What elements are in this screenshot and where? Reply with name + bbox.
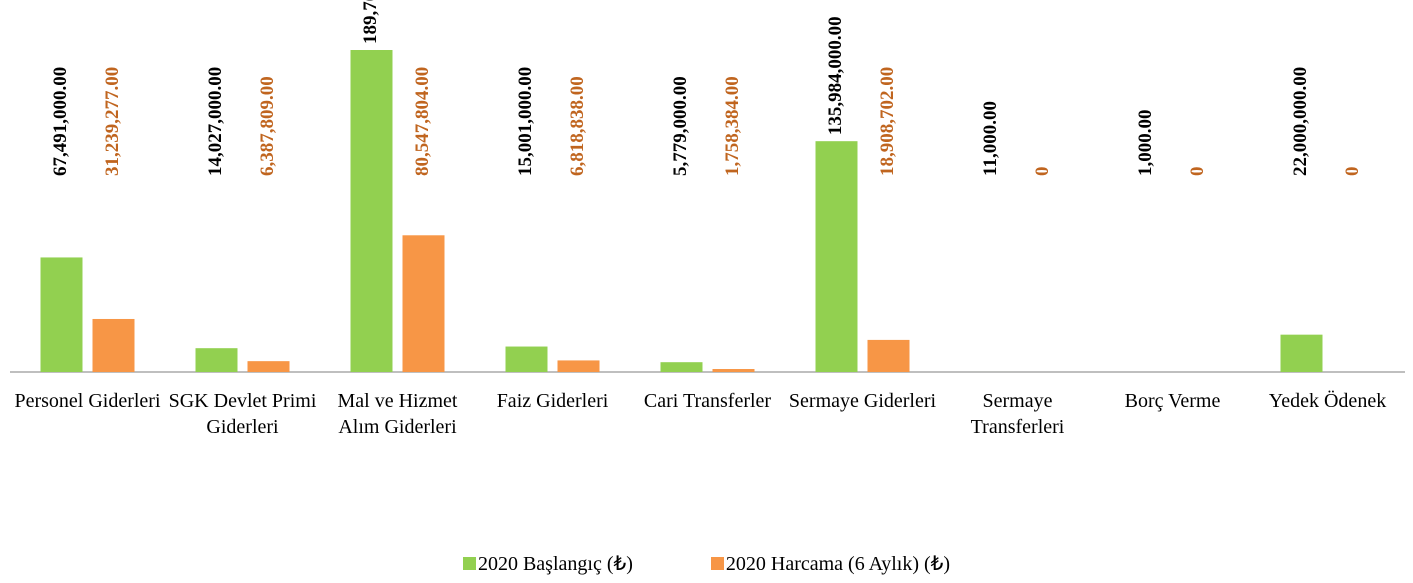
bar bbox=[712, 369, 755, 372]
data-label: 80,547,804.00 bbox=[412, 67, 433, 176]
legend-item: 2020 Başlangıç (₺) bbox=[462, 551, 633, 576]
data-label: 189,706,000.00 bbox=[360, 0, 381, 44]
x-tick-label: Personel Giderleri bbox=[14, 390, 161, 412]
x-tick-label: Yedek Ödenek bbox=[1268, 390, 1387, 412]
data-label: 0 bbox=[1187, 167, 1208, 177]
data-label: 0 bbox=[1032, 167, 1053, 177]
legend-label: 2020 Harcama (6 Aylık) (₺) bbox=[725, 553, 951, 575]
x-tick-label: SGK Devlet Primi Giderleri bbox=[168, 390, 317, 438]
bar bbox=[1280, 334, 1323, 372]
legend-item: 2020 Harcama (6 Aylık) (₺) bbox=[710, 551, 951, 576]
x-tick-label: Sermaye Giderleri bbox=[788, 390, 937, 412]
data-label: 11,000.00 bbox=[980, 101, 1001, 176]
bar bbox=[92, 318, 135, 372]
x-tick-label: Faiz Giderleri bbox=[496, 390, 609, 412]
x-tick-label: Borç Verme bbox=[1124, 390, 1221, 412]
data-label: 18,908,702.00 bbox=[877, 67, 898, 176]
data-label: 67,491,000.00 bbox=[50, 67, 71, 176]
data-label: 6,387,809.00 bbox=[257, 76, 278, 176]
data-label: 6,818,838.00 bbox=[567, 76, 588, 176]
bar bbox=[867, 339, 910, 372]
data-label: 1,000.00 bbox=[1135, 110, 1156, 177]
bar bbox=[815, 141, 858, 372]
bar bbox=[247, 361, 290, 372]
bar bbox=[557, 360, 600, 372]
bar bbox=[40, 257, 83, 372]
bar bbox=[350, 50, 393, 372]
x-tick-label: Cari Transferler bbox=[643, 390, 772, 412]
data-label: 5,779,000.00 bbox=[670, 76, 691, 176]
data-label: 14,027,000.00 bbox=[205, 67, 226, 176]
bar bbox=[402, 235, 445, 372]
data-label: 0 bbox=[1342, 167, 1363, 177]
data-label: 1,758,384.00 bbox=[722, 76, 743, 176]
legend-swatch bbox=[710, 557, 724, 570]
bar bbox=[505, 346, 548, 372]
legend-label: 2020 Başlangıç (₺) bbox=[477, 553, 633, 575]
data-label: 135,984,000.00 bbox=[825, 16, 846, 135]
data-label: 15,001,000.00 bbox=[515, 67, 536, 176]
bar bbox=[660, 362, 703, 372]
legend: 2020 Başlangıç (₺) 2020 Harcama (6 Aylık)… bbox=[0, 551, 1413, 576]
x-tick-label: Sermaye Transferleri bbox=[970, 390, 1065, 438]
data-label: 31,239,277.00 bbox=[102, 67, 123, 176]
x-tick-label: Mal ve Hizmet Alım Giderleri bbox=[337, 390, 458, 438]
bar bbox=[195, 348, 238, 372]
legend-swatch bbox=[462, 557, 476, 570]
data-label: 22,000,000.00 bbox=[1290, 67, 1311, 176]
